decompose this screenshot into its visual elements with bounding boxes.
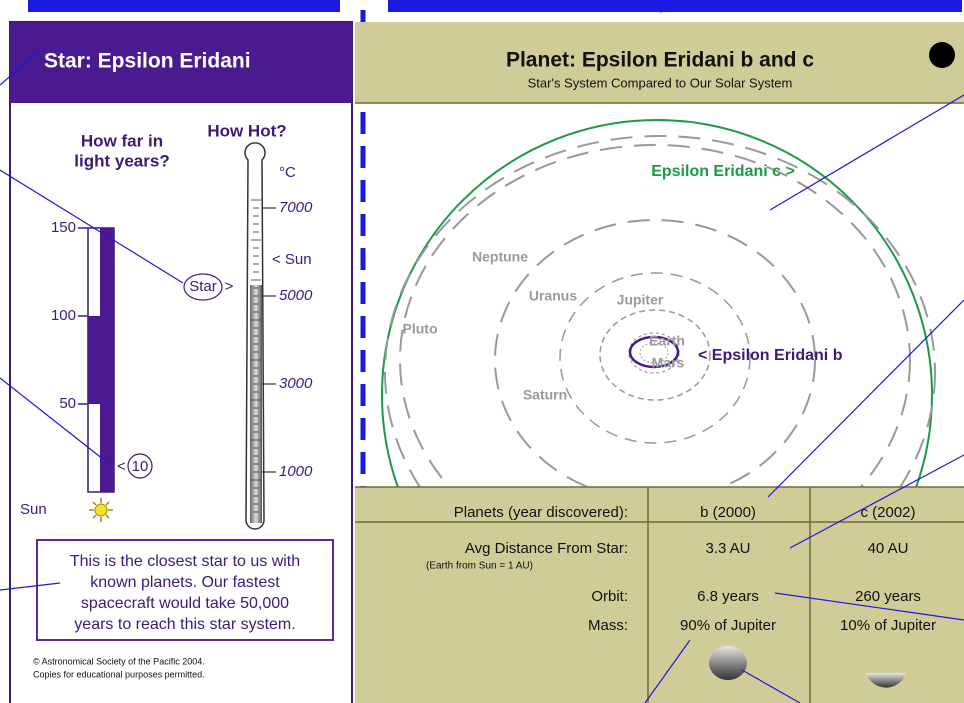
planet-title: Planet: Epsilon Eridani b and c <box>506 49 814 72</box>
distance-heading: How far in <box>81 131 163 150</box>
top-bar <box>28 0 340 12</box>
table-header: Planets (year discovered): <box>454 504 628 521</box>
copyright: © Astronomical Society of the Pacific 20… <box>33 656 205 666</box>
note-line: known planets. Our fastest <box>90 574 280 591</box>
table-header: c (2002) <box>860 504 915 521</box>
orbit-label: Earth <box>649 333 685 349</box>
row-value: 10% of Jupiter <box>840 617 936 634</box>
origin-label: Sun <box>20 501 47 518</box>
sun-icon <box>89 498 113 522</box>
distance-marker: 10 <box>132 458 149 475</box>
orbit-label: Jupiter <box>617 292 664 308</box>
table-note: (Earth from Sun = 1 AU) <box>426 561 533 572</box>
distance-fill <box>100 228 114 492</box>
orbit <box>384 135 936 487</box>
row-value: 6.8 years <box>697 588 759 605</box>
row-label: Avg Distance From Star: <box>465 540 628 557</box>
planet-header <box>355 22 964 103</box>
row-value: 260 years <box>855 588 921 605</box>
planet-dot <box>929 42 955 68</box>
orbit <box>599 309 711 401</box>
row-value: 3.3 AU <box>705 540 750 557</box>
orbit <box>494 219 816 487</box>
temperature-tick-label: 1000 <box>279 463 313 480</box>
orbit <box>559 272 751 444</box>
note-line: years to reach this star system. <box>74 616 295 633</box>
temperature-heading: How Hot? <box>207 121 286 140</box>
planet-subtitle: Star's System Compared to Our Solar Syst… <box>528 75 793 90</box>
distance-marker-prefix: < <box>117 458 126 475</box>
planet-c-icon <box>866 673 906 688</box>
orbit-label: Neptune <box>472 249 528 265</box>
orbit-label: Epsilon Eridani c > <box>651 163 795 180</box>
distance-tick-label: 50 <box>59 395 76 412</box>
orbit-label: Mars <box>652 355 685 371</box>
thermometer-fluid <box>250 285 262 523</box>
top-bar <box>388 0 962 12</box>
note-line: spacecraft would take 50,000 <box>81 595 289 612</box>
row-label: Orbit: <box>591 588 628 605</box>
star-arrow: > <box>225 278 234 295</box>
orbit-c <box>381 119 933 487</box>
marker-circle <box>127 453 153 479</box>
distance-fill <box>88 316 102 404</box>
orbit-label: Pluto <box>403 321 438 337</box>
distance-tick-label: 100 <box>51 307 76 324</box>
orbit-b <box>628 335 680 369</box>
orbit-label: < Epsilon Eridani b <box>698 347 843 364</box>
distance-tick-label: 150 <box>51 219 76 236</box>
copyright: Copies for educational purposes permitte… <box>33 669 205 679</box>
planet-table <box>355 487 964 703</box>
table-header: b (2000) <box>700 504 756 521</box>
planet-b-icon <box>709 646 747 680</box>
orbit-label: Uranus <box>529 288 577 304</box>
orbit-diagram <box>381 119 936 487</box>
star-title: Star: Epsilon Eridani <box>44 50 251 73</box>
row-label: Mass: <box>588 617 628 634</box>
star-header <box>10 22 352 103</box>
temperature-tick-label: 5000 <box>279 287 313 304</box>
temperature-tick-label: 3000 <box>279 375 313 392</box>
note-box <box>36 539 334 641</box>
temperature-tick-label: 7000 <box>279 199 313 216</box>
orbit-label: Saturn <box>523 387 567 403</box>
sun-marker: < Sun <box>272 251 312 268</box>
distance-heading: light years? <box>74 151 169 170</box>
orbit <box>399 144 911 487</box>
row-value: 40 AU <box>868 540 909 557</box>
orbit <box>639 342 669 364</box>
note-line: This is the closest star to us with <box>70 553 300 570</box>
row-value: 90% of Jupiter <box>680 617 776 634</box>
temperature-unit: °C <box>279 164 296 181</box>
star-circle <box>183 273 223 301</box>
star-marker: Star <box>189 278 217 295</box>
